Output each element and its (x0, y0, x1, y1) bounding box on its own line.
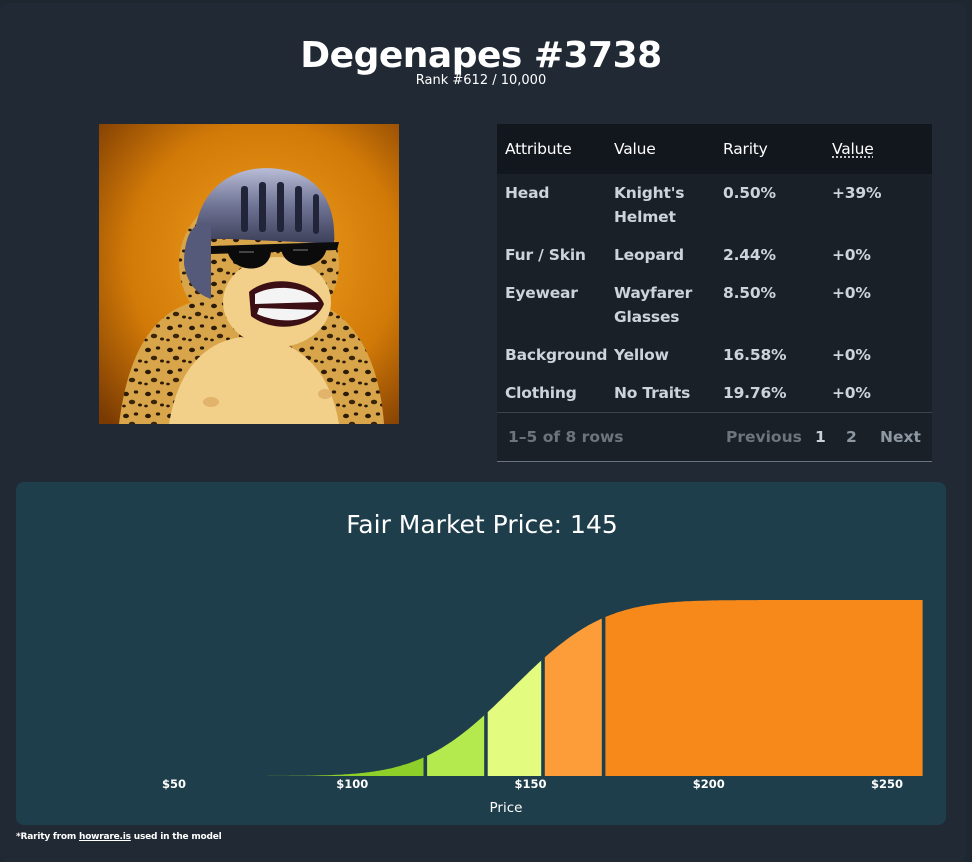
x-tick-label: $250 (871, 777, 903, 791)
area-segment-4[interactable] (544, 618, 602, 776)
cell-rarity: 8.50% (723, 284, 776, 302)
area-segments (84, 600, 923, 776)
x-tick-label: $200 (693, 777, 725, 791)
price-chart: Fair Market Price: 145 $50 $100 $150 $200 $2… (16, 482, 946, 825)
next-page-button[interactable]: Next (880, 428, 921, 446)
area-segment-5[interactable] (605, 600, 923, 776)
x-tick-label: $100 (336, 777, 368, 791)
cell-attribute: Fur / Skin (505, 246, 586, 264)
cell-rarity: 0.50% (723, 184, 776, 202)
howrare-link[interactable]: howrare.is (78, 832, 131, 842)
cell-value: No Traits (614, 384, 691, 402)
footnote-prefix: *Rarity from (16, 832, 79, 842)
column-header-value-impact[interactable]: Value (832, 140, 874, 158)
cell-impact: +0% (832, 284, 871, 302)
table-pagination: 1–5 of 8 rows Previous 1 2 Next (497, 412, 932, 462)
cell-value: Leopard (614, 246, 684, 264)
column-header-attribute[interactable]: Attribute (505, 140, 572, 158)
table-header: Attribute Value Rarity Value (497, 124, 932, 174)
chart-title: Fair Market Price: 145 (346, 510, 618, 539)
cell-attribute: Background (505, 346, 608, 364)
cell-attribute: Head (505, 184, 550, 202)
table-row: Eyewear Wayfarer Glasses 8.50% +0% (497, 274, 932, 336)
column-header-value[interactable]: Value (614, 140, 656, 158)
ape-illustration (99, 124, 399, 424)
x-axis-label: Price (490, 800, 523, 816)
previous-page-button[interactable]: Previous (726, 428, 802, 446)
nft-image (99, 124, 399, 424)
table-row: Clothing No Traits 19.76% +0% (497, 374, 932, 412)
attributes-table: Attribute Value Rarity Value Head Knight… (497, 124, 932, 462)
x-axis-ticks: $50 $100 $150 $200 $250 (162, 777, 903, 791)
cell-rarity: 16.58% (723, 346, 787, 364)
cell-value: Knight's Helmet (614, 184, 685, 226)
nft-card: Degenapes #3738 Rank #612 / 10,000 (0, 3, 966, 862)
page-1-button[interactable]: 1 (815, 428, 826, 446)
table-row: Background Yellow 16.58% +0% (497, 336, 932, 374)
cell-value: Wayfarer Glasses (614, 284, 693, 326)
page-2-button[interactable]: 2 (846, 428, 857, 446)
cell-impact: +0% (832, 384, 871, 402)
cell-attribute: Eyewear (505, 284, 578, 302)
page-title: Degenapes #3738 (300, 35, 662, 76)
column-header-rarity[interactable]: Rarity (723, 140, 768, 158)
cell-impact: +0% (832, 246, 871, 264)
table-row: Fur / Skin Leopard 2.44% +0% (497, 236, 932, 274)
price-chart-svg: Fair Market Price: 145 $50 $100 $150 $200 $2… (84, 510, 923, 816)
area-segment-3[interactable] (487, 660, 542, 776)
cell-value: Yellow (614, 346, 669, 364)
table-row: Head Knight's Helmet 0.50% +39% (497, 174, 932, 236)
rank-label: Rank #612 / 10,000 (415, 73, 547, 88)
area-segment-1[interactable] (84, 757, 424, 776)
cell-impact: +0% (832, 346, 871, 364)
cell-rarity: 2.44% (723, 246, 776, 264)
pagination-summary: 1–5 of 8 rows (508, 428, 624, 446)
cell-attribute: Clothing (505, 384, 577, 402)
footnote: *Rarity from howrare.is used in the mode… (16, 832, 222, 842)
cell-impact: +39% (832, 184, 882, 202)
x-tick-label: $150 (514, 777, 546, 791)
footnote-suffix: used in the model (130, 832, 222, 842)
x-tick-label: $50 (162, 777, 186, 791)
area-segment-2[interactable] (427, 715, 485, 776)
cell-rarity: 19.76% (723, 384, 787, 402)
